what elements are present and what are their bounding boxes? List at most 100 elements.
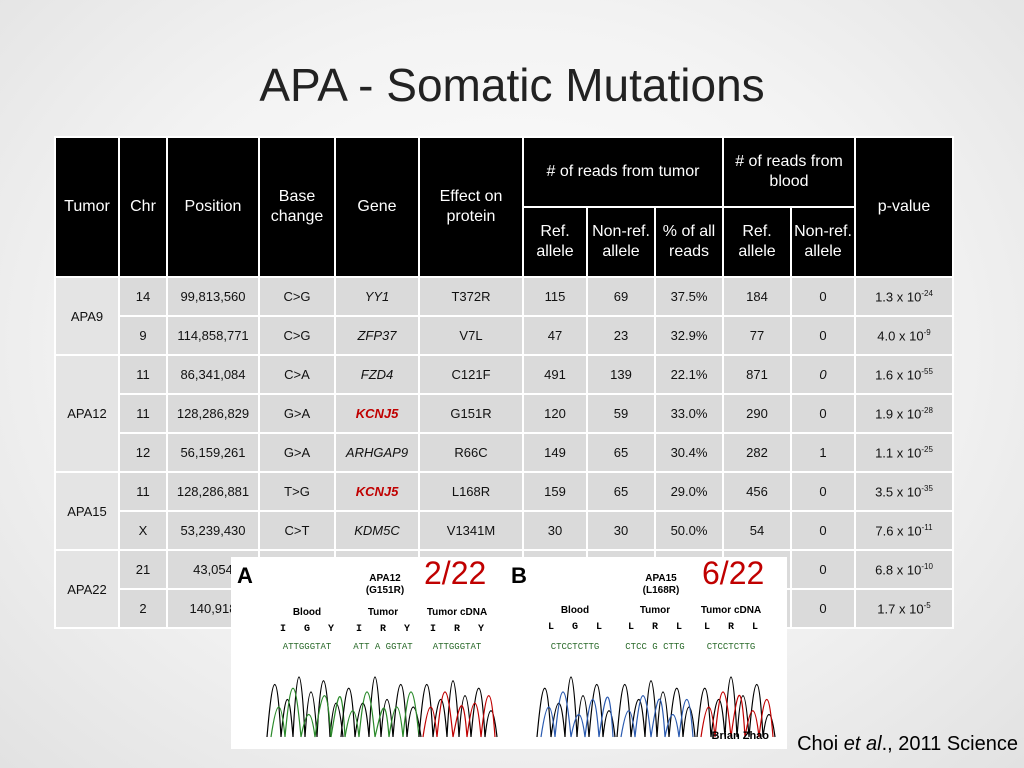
header-reads-tumor: # of reads from tumor [522, 136, 724, 208]
pvalue-cell: 1.3 x 10-24 [854, 276, 954, 317]
table-row: 11 128,286,829 G>A KCNJ5 G151R 120 59 33.0% 290 0… [55, 393, 954, 434]
position-cell: 53,239,430 [166, 510, 260, 551]
pvalue-exponent: -28 [921, 405, 933, 415]
effect-cell: G151R [418, 393, 524, 434]
header-nonref-allele-blood: Non-ref. allele [790, 206, 856, 278]
table-row: X 53,239,430 C>T KDM5C V1341M 30 30 50.0% 54 0 7.6… [55, 510, 954, 551]
gene-cell: KCNJ5 [334, 471, 420, 512]
pvalue-exponent: -9 [923, 327, 931, 337]
pvalue-exponent: -55 [921, 366, 933, 376]
blood-nonref-cell: 0 [790, 315, 856, 356]
gene-cell: KDM5C [334, 510, 420, 551]
table-row: APA9 14 99,813,560 C>G YY1 T372R 115 69 37.5% 184… [54, 276, 954, 356]
pvalue-base: 1.1 x 10 [875, 445, 922, 461]
aa-tumor-a: I R Y [356, 624, 410, 635]
pvalue-cell: 3.5 x 10-35 [854, 471, 954, 512]
table-row: 9 114,858,771 C>G ZFP37 V7L 47 23 32.9% 77 0 4.0 x… [55, 315, 954, 356]
tumor-ref-cell: 491 [522, 354, 588, 395]
header-nonref-allele-tumor: Non-ref. allele [586, 206, 656, 278]
header-ref-allele-tumor: Ref. allele [522, 206, 588, 278]
tumor-ref-cell: 149 [522, 432, 588, 473]
blood-nonref-cell: 0 [790, 354, 856, 395]
chr-cell: 12 [118, 432, 168, 473]
gene-cell: FZD4 [334, 354, 420, 395]
blood-nonref-cell: 0 [790, 510, 856, 551]
header-pvalue: p-value [854, 136, 954, 278]
tumor-nonref-cell: 69 [586, 276, 656, 317]
tumor-group-label: APA15 [54, 471, 120, 551]
blood-nonref-cell: 0 [790, 471, 856, 512]
gene-cell: ARHGAP9 [334, 432, 420, 473]
aa-cdna-b: L R L [704, 622, 758, 633]
pvalue-base: 1.9 x 10 [875, 406, 922, 422]
sanger-sequencing-figure: A B APA12 (G151R) APA15 (L168R) Blood Tu… [231, 557, 787, 749]
position-cell: 99,813,560 [166, 276, 260, 317]
blood-nonref-cell: 0 [790, 588, 856, 629]
pvalue-exponent: -10 [921, 561, 933, 571]
blood-ref-cell: 184 [722, 276, 792, 317]
citation: Choi et al., 2011 Science [797, 733, 1018, 756]
blood-ref-cell: 456 [722, 471, 792, 512]
tumor-group-label: APA22 [54, 549, 120, 629]
tumor-ref-cell: 47 [522, 315, 588, 356]
base-change-cell: G>A [258, 393, 336, 434]
effect-cell: T372R [418, 276, 524, 317]
chromatogram-svg: A B APA12 (G151R) APA15 (L168R) Blood Tu… [237, 563, 776, 742]
blood-ref-cell: 290 [722, 393, 792, 434]
tumor-ref-cell: 120 [522, 393, 588, 434]
tumor-nonref-cell: 139 [586, 354, 656, 395]
lane-tumor-a: Tumor [368, 607, 398, 618]
fraction-apa12: 2/22 [424, 555, 487, 591]
base-change-cell: C>G [258, 315, 336, 356]
seq-cdna-b: CTCCTCTTG [707, 642, 756, 652]
pvalue-base: 1.3 x 10 [875, 289, 922, 305]
pvalue-base: 7.6 x 10 [875, 523, 922, 539]
header-pct-reads: % of all reads [654, 206, 724, 278]
mutation-table: Tumor Chr Position Base change Gene Effe… [54, 136, 954, 629]
panel-a-letter: A [237, 563, 253, 588]
gene-cell: YY1 [334, 276, 420, 317]
pct-reads-cell: 29.0% [654, 471, 724, 512]
base-change-cell: C>A [258, 354, 336, 395]
seq-tumor-b: CTCC G CTTG [625, 642, 684, 652]
fraction-apa15: 6/22 [702, 555, 765, 591]
table-row: APA15 11 128,286,881 T>G KCNJ5 L168R 159 65 29.0… [54, 471, 954, 551]
citation-rest: ., 2011 Science [881, 733, 1018, 755]
lane-blood-a: Blood [293, 607, 321, 618]
tumor-ref-cell: 159 [522, 471, 588, 512]
tumor-nonref-cell: 30 [586, 510, 656, 551]
header-position: Position [166, 136, 260, 278]
pvalue-exponent: -5 [923, 600, 931, 610]
aa-blood-b: L G L [548, 622, 602, 633]
pct-reads-cell: 22.1% [654, 354, 724, 395]
blood-ref-cell: 54 [722, 510, 792, 551]
tumor-group-label: APA12 [54, 354, 120, 473]
tumor-nonref-cell: 59 [586, 393, 656, 434]
pvalue-cell: 1.6 x 10-55 [854, 354, 954, 395]
lane-blood-b: Blood [561, 605, 589, 616]
position-cell: 56,159,261 [166, 432, 260, 473]
lane-cdna-a: Tumor cDNA [427, 607, 487, 618]
tumor-ref-cell: 30 [522, 510, 588, 551]
header-base-change: Base change [258, 136, 336, 278]
pvalue-base: 1.7 x 10 [877, 601, 924, 617]
figure-credit: Brian Zhao [712, 730, 770, 742]
aa-cdna-a: I R Y [430, 624, 484, 635]
pvalue-cell: 7.6 x 10-11 [854, 510, 954, 551]
chr-cell: 9 [118, 315, 168, 356]
panel-b-letter: B [511, 563, 527, 588]
pct-reads-cell: 50.0% [654, 510, 724, 551]
tumor-group-label: APA9 [54, 276, 120, 356]
table-row: 12 56,159,261 G>A ARHGAP9 R66C 149 65 30.4% 282 1… [55, 432, 954, 473]
panel-b-title: APA15 [645, 573, 677, 584]
seq-blood-a: ATTGGGTAT [283, 642, 332, 652]
chromatogram-traces [266, 676, 776, 738]
effect-cell: R66C [418, 432, 524, 473]
pvalue-exponent: -25 [921, 444, 933, 454]
slide-title: APA - Somatic Mutations [259, 59, 765, 111]
chr-cell: 11 [118, 354, 168, 395]
seq-cdna-a: ATTGGGTAT [433, 642, 482, 652]
base-change-cell: C>G [258, 276, 336, 317]
header-ref-allele-blood: Ref. allele [722, 206, 792, 278]
blood-nonref-cell: 0 [790, 276, 856, 317]
